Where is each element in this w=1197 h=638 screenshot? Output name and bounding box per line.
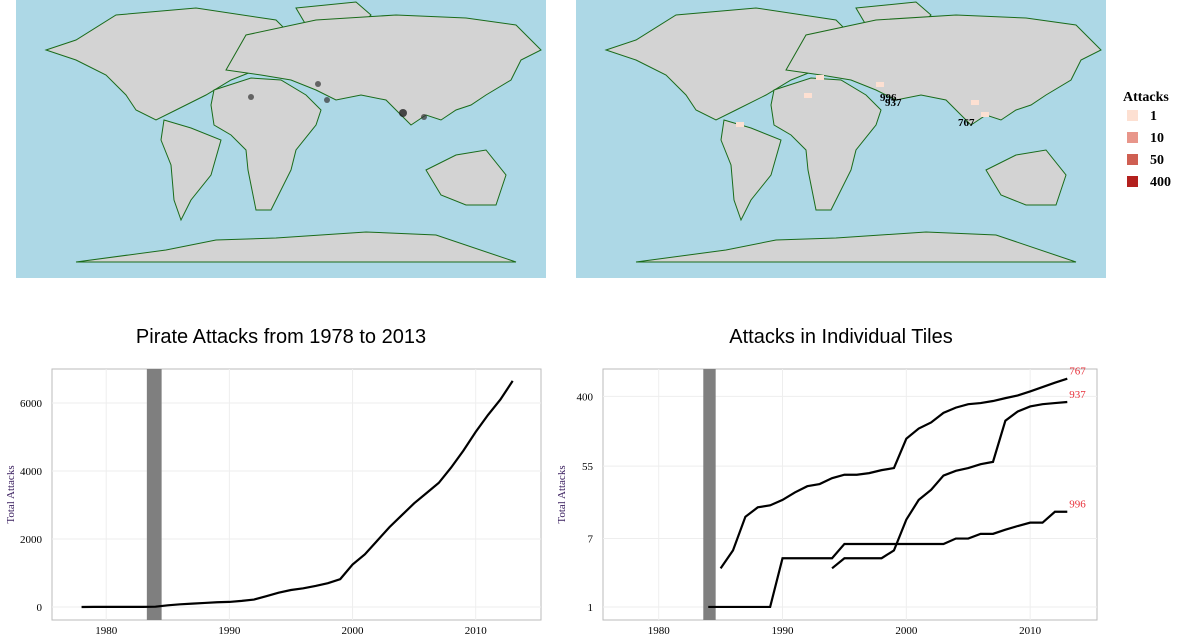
map-label: 937 xyxy=(885,97,902,109)
y-axis-label: Total Attacks xyxy=(556,465,568,523)
y-axis-label: Total Attacks xyxy=(5,465,17,523)
x-tick-label: 1980 xyxy=(95,625,118,637)
plot-area xyxy=(602,368,1098,621)
y-tick-label: 6000 xyxy=(20,398,43,410)
legend-swatch xyxy=(1127,154,1138,165)
legend-label: 400 xyxy=(1150,175,1171,190)
line xyxy=(719,377,1068,569)
y-tick-label: 0 xyxy=(37,602,43,614)
y-tick-label: 1 xyxy=(588,602,594,614)
y-tick-label: 400 xyxy=(577,391,594,403)
y-tick-label: 7 xyxy=(588,534,594,546)
plot-area xyxy=(51,368,542,621)
legend-title: Attacks xyxy=(1123,90,1169,105)
legend: Attacks 1 10 50 400 xyxy=(1123,90,1171,190)
highlight-band xyxy=(703,369,716,620)
y-tick-label: 55 xyxy=(582,461,594,473)
legend-label: 1 xyxy=(1150,109,1157,124)
x-tick-label: 2000 xyxy=(342,625,365,637)
series-label: 996 xyxy=(1069,499,1086,511)
line xyxy=(81,380,514,609)
legend-swatch xyxy=(1127,110,1138,121)
legend-label: 50 xyxy=(1150,153,1164,168)
series-label: 937 xyxy=(1069,389,1086,401)
y-tick-label: 4000 xyxy=(20,466,43,478)
x-tick-label: 2010 xyxy=(1019,625,1042,637)
x-tick-label: 2010 xyxy=(465,625,488,637)
highlight-band xyxy=(146,369,162,620)
x-tick-label: 2000 xyxy=(895,625,918,637)
legend-swatch xyxy=(1127,176,1138,187)
series-label: 767 xyxy=(1069,366,1086,378)
x-tick-label: 1990 xyxy=(772,625,795,637)
line xyxy=(708,510,1068,609)
legend-label: 10 xyxy=(1150,131,1164,146)
chart-title: Attacks in Individual Tiles xyxy=(729,326,952,348)
x-tick-label: 1990 xyxy=(218,625,241,637)
line xyxy=(831,400,1068,570)
chart-title: Pirate Attacks from 1978 to 2013 xyxy=(136,326,426,348)
map-label: 767 xyxy=(958,117,975,129)
map-label: 996 xyxy=(880,92,897,104)
map-left xyxy=(15,0,547,279)
map-right xyxy=(575,0,1107,279)
x-tick-label: 1980 xyxy=(648,625,671,637)
y-tick-label: 2000 xyxy=(20,534,43,546)
legend-swatch xyxy=(1127,132,1138,143)
